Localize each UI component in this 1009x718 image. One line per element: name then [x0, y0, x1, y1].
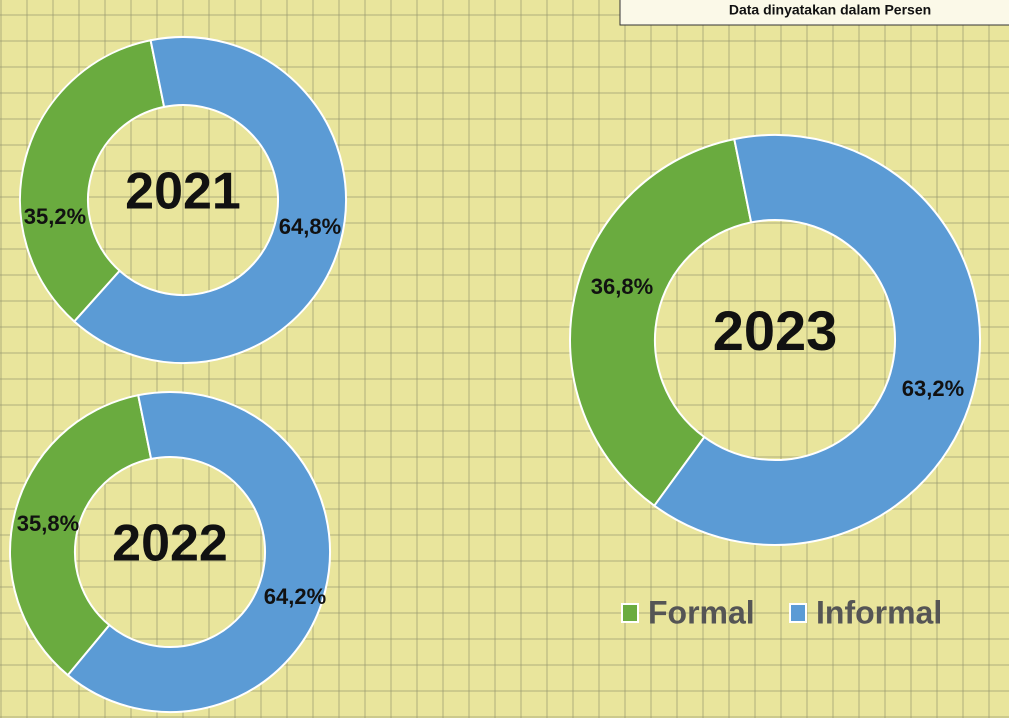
value-label: 35,2%	[24, 204, 86, 229]
value-label: 64,8%	[279, 214, 341, 239]
legend-label: Formal	[648, 594, 755, 630]
value-label: 35,8%	[17, 511, 79, 536]
legend-swatch	[622, 604, 638, 622]
value-label: 64,2%	[264, 584, 326, 609]
donut-year: 2023	[713, 299, 838, 362]
legend-swatch	[790, 604, 806, 622]
donut-year: 2021	[125, 163, 241, 221]
value-label: 63,2%	[902, 376, 964, 401]
legend-label: Informal	[816, 594, 942, 630]
donut-year: 2022	[112, 515, 228, 573]
value-label: 36,8%	[591, 274, 653, 299]
infographic: Data dinyatakan dalam Persen 35,2% 64,8% 2…	[0, 0, 1009, 718]
chart: Data dinyatakan dalam Persen 35,2% 64,8% 2…	[0, 0, 1009, 718]
subtitle: Data dinyatakan dalam Persen	[729, 2, 931, 18]
